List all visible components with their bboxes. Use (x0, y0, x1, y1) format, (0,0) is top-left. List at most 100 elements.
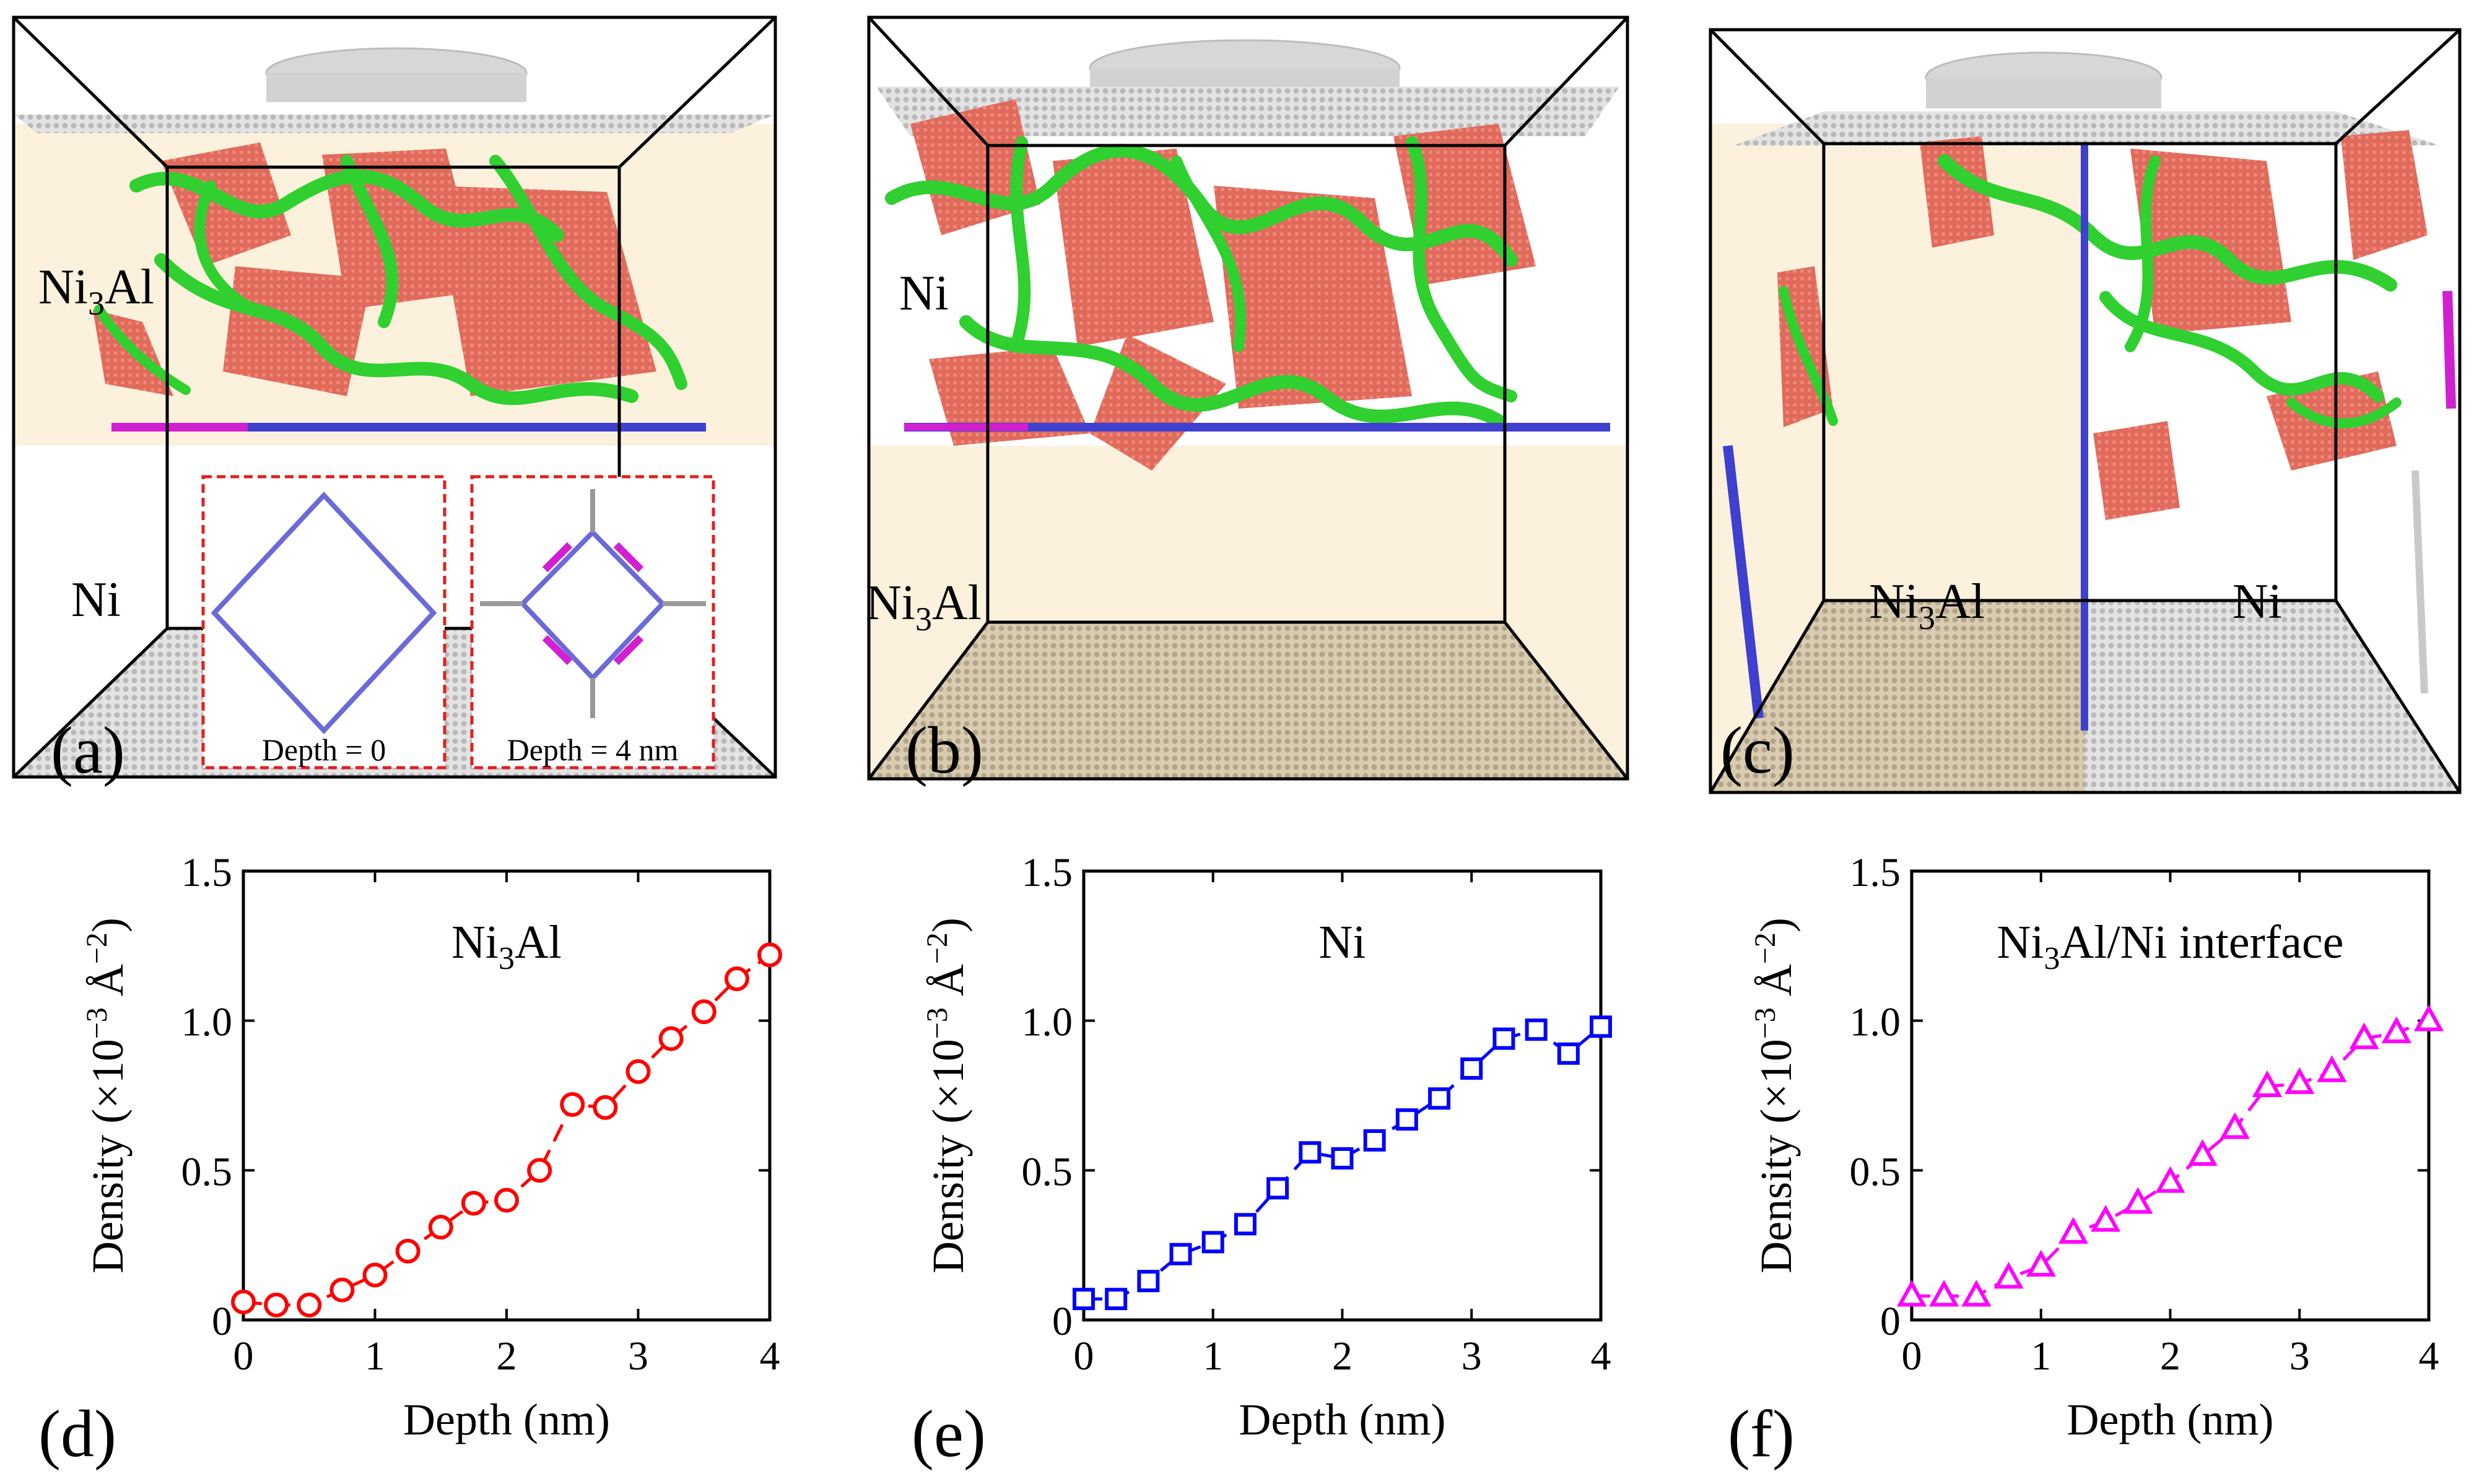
data-point (658, 1026, 684, 1051)
data-point (1363, 1129, 1386, 1152)
data-point (2317, 1055, 2347, 1082)
data-point (2187, 1139, 2218, 1166)
data-point (2219, 1112, 2250, 1139)
panel-letter-a: (a) (51, 714, 125, 788)
surface-atom-sheet (876, 87, 1619, 136)
x-tick-label: 0 (1902, 1334, 1922, 1379)
x-tick-label: 1 (365, 1334, 385, 1379)
data-point (691, 999, 717, 1025)
data-point (2123, 1187, 2153, 1214)
panel-c: Ni3Al Ni (c) (1709, 28, 2462, 794)
label-ni: Ni (899, 266, 949, 321)
data-point (2155, 1166, 2185, 1193)
inset-caption-depth-0: Depth = 0 (262, 732, 386, 767)
data-point (1525, 1018, 1548, 1041)
y-tick-label: 1.5 (1022, 850, 1073, 895)
data-point (2413, 1004, 2444, 1031)
simulation-box (867, 15, 1629, 781)
data-point (527, 1158, 552, 1183)
inset-depth-0: Depth = 0 (201, 475, 446, 770)
surface-atom-sheet (14, 115, 775, 133)
label-ni3al: Ni3Al (38, 260, 154, 322)
simulation-box (12, 15, 777, 779)
box-back-edges (1709, 28, 2461, 145)
panel-letter: (d) (38, 1397, 116, 1471)
inset-depth-4nm: Depth = 4 nm (470, 475, 715, 770)
data-point (560, 1092, 585, 1117)
x-tick-label: 4 (760, 1334, 780, 1379)
label-ni: Ni (2232, 575, 2282, 629)
data-point (362, 1262, 388, 1288)
data-point (1961, 1280, 1992, 1307)
panel-letter: (f) (1728, 1397, 1795, 1471)
y-tick-label: 1.0 (1022, 1000, 1073, 1045)
x-tick-label: 2 (497, 1334, 517, 1379)
atom-mesh-floor (869, 622, 1627, 779)
simulation-box (1709, 28, 2462, 794)
atom-mesh-floor-ni3al (1710, 601, 2084, 792)
data-point (395, 1238, 420, 1264)
panel-b: Ni Ni3Al (b) (866, 15, 1629, 788)
box-back-edges (868, 16, 1629, 147)
data-point (1299, 1141, 1322, 1164)
data-point (2285, 1067, 2315, 1095)
x-tick-label: 4 (1591, 1334, 1611, 1379)
indenter-body (1926, 77, 2161, 108)
data-point (2252, 1070, 2283, 1097)
snapshot-panels: Depth = 0 Depth = 4 nm Ni3Al Ni (a) (12, 15, 2462, 794)
data-point (461, 1191, 486, 1216)
data-point (1492, 1027, 1515, 1050)
x-axis-label: Depth (nm) (1239, 1395, 1446, 1444)
data-point (1266, 1177, 1289, 1200)
panel-a: Depth = 0 Depth = 4 nm Ni3Al Ni (a) (12, 15, 777, 788)
chart-title: Ni3Al (451, 916, 562, 976)
data-point (1896, 1280, 1927, 1307)
data-point (329, 1277, 355, 1303)
data-point (297, 1292, 322, 1317)
data-point (1590, 1015, 1612, 1038)
y-axis-label: Density (×10−3 Å−2) (1749, 918, 1801, 1274)
y-tick-label: 1.5 (181, 850, 233, 895)
chart-title: Ni (1319, 916, 1366, 968)
x-tick-label: 0 (1074, 1334, 1094, 1379)
y-tick-label: 1.5 (1850, 850, 1901, 895)
dislocation-network (885, 99, 1610, 471)
panel-letter-c: (c) (1720, 714, 1795, 788)
x-axis-label: Depth (nm) (2067, 1395, 2274, 1444)
data-point (2349, 1022, 2379, 1049)
data-point (428, 1215, 453, 1240)
panel-letter-b: (b) (905, 714, 983, 788)
plot-frame (242, 869, 772, 1322)
label-ni3al: Ni3Al (1869, 575, 1985, 636)
x-tick-label: 3 (628, 1334, 648, 1379)
y-tick-label: 0.5 (181, 1149, 233, 1194)
density-chart-e: 0 1 2 3 4 0 0.5 1.0 1.5 Depth (nm) Density (×10−3 … (912, 850, 1612, 1471)
x-tick-label: 4 (2419, 1334, 2439, 1379)
panel-letter: (e) (912, 1397, 986, 1471)
series-line (1912, 1019, 2429, 1298)
data-point (1234, 1213, 1257, 1236)
data-point (1105, 1288, 1128, 1311)
density-chart-d: 0 1 2 3 4 0 0.5 1.0 1.5 Depth (nm) Density (×10−3 … (38, 850, 782, 1471)
x-tick-label: 2 (1332, 1334, 1352, 1379)
data-point (2091, 1205, 2121, 1232)
data-point (757, 942, 782, 968)
y-tick-label: 1.0 (1850, 1000, 1901, 1045)
x-axis-label: Depth (nm) (403, 1395, 610, 1444)
data-point (1073, 1288, 1095, 1311)
data-point (625, 1059, 651, 1084)
x-tick-label: 0 (233, 1334, 254, 1379)
series-line (243, 953, 771, 1307)
dislocation-network (93, 142, 706, 432)
data-point (1993, 1262, 2024, 1289)
y-tick-label: 0 (1052, 1299, 1073, 1344)
x-tick-label: 1 (1203, 1334, 1223, 1379)
inset-caption-depth-4nm: Depth = 4 nm (507, 732, 679, 767)
y-tick-label: 1.0 (181, 1000, 233, 1045)
x-tick-label: 2 (2160, 1334, 2180, 1379)
data-point (1395, 1108, 1418, 1131)
data-point (1137, 1270, 1160, 1293)
label-ni: Ni (71, 573, 121, 627)
data-point (1557, 1042, 1580, 1065)
